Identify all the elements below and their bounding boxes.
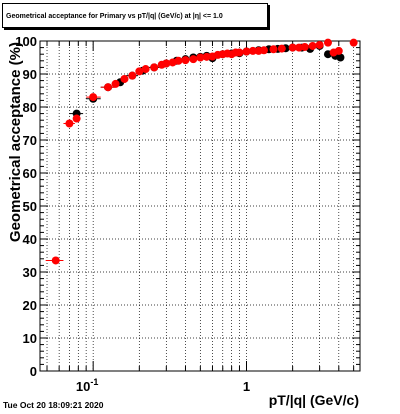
red-data-point (135, 67, 144, 76)
red-data-point (202, 52, 211, 61)
y-tick-label: 90 (23, 67, 37, 82)
red-data-point (349, 38, 358, 47)
chart-title-box: Geometrical acceptance for Primary vs pT… (2, 3, 268, 28)
red-data-point (196, 53, 205, 62)
red-data-point (141, 65, 150, 74)
data-points (51, 38, 358, 265)
red-data-point (269, 45, 278, 54)
red-data-point (323, 38, 332, 47)
red-data-point (235, 48, 244, 57)
red-data-point (128, 71, 137, 80)
red-data-point (65, 119, 74, 128)
error-bars (45, 60, 182, 261)
red-data-point (120, 74, 129, 83)
red-data-point (300, 42, 309, 51)
y-tick-label: 60 (23, 166, 37, 181)
red-data-point (51, 256, 60, 265)
red-data-point (89, 93, 98, 102)
y-tick-labels: 0 10 20 30 40 50 60 70 80 90 100 (15, 34, 37, 379)
red-data-point (294, 43, 303, 52)
red-data-point (242, 47, 251, 56)
red-data-point (111, 79, 120, 88)
y-axis-title: Geometrical acceptance (%) (7, 42, 24, 242)
red-data-point (181, 56, 190, 65)
x-tick-labels: 10-1 1 (76, 377, 250, 394)
red-data-point (174, 56, 183, 65)
y-tick-label: 0 (30, 364, 37, 379)
red-data-point (288, 43, 297, 52)
y-tick-label: 20 (23, 298, 37, 313)
red-data-point (189, 55, 198, 64)
y-tick-label: 40 (23, 232, 37, 247)
y-tick-label: 30 (23, 265, 37, 280)
red-data-point (150, 63, 159, 72)
x-tick-label: 10-1 (76, 377, 98, 394)
red-data-point (277, 44, 286, 53)
red-data-point (308, 41, 317, 50)
red-data-point (334, 46, 343, 55)
red-data-point (162, 59, 171, 68)
y-tick-label: 100 (15, 34, 37, 49)
timestamp-label: Tue Oct 20 18:09:21 2020 (3, 400, 104, 410)
grid-layer (40, 41, 360, 371)
y-tick-label: 70 (23, 133, 37, 148)
black-data-point (336, 53, 345, 62)
x-tick-label: 1 (243, 379, 250, 394)
axis-ticks (40, 40, 360, 372)
y-tick-label: 80 (23, 100, 37, 115)
y-tick-label: 50 (23, 199, 37, 214)
red-data-point (248, 46, 257, 55)
red-data-point (72, 114, 81, 123)
red-data-point (259, 46, 268, 55)
red-data-point (315, 40, 324, 49)
red-data-point (104, 83, 113, 92)
x-axis-title: pT/|q| (GeV/c) (269, 392, 359, 408)
y-tick-label: 10 (23, 331, 37, 346)
